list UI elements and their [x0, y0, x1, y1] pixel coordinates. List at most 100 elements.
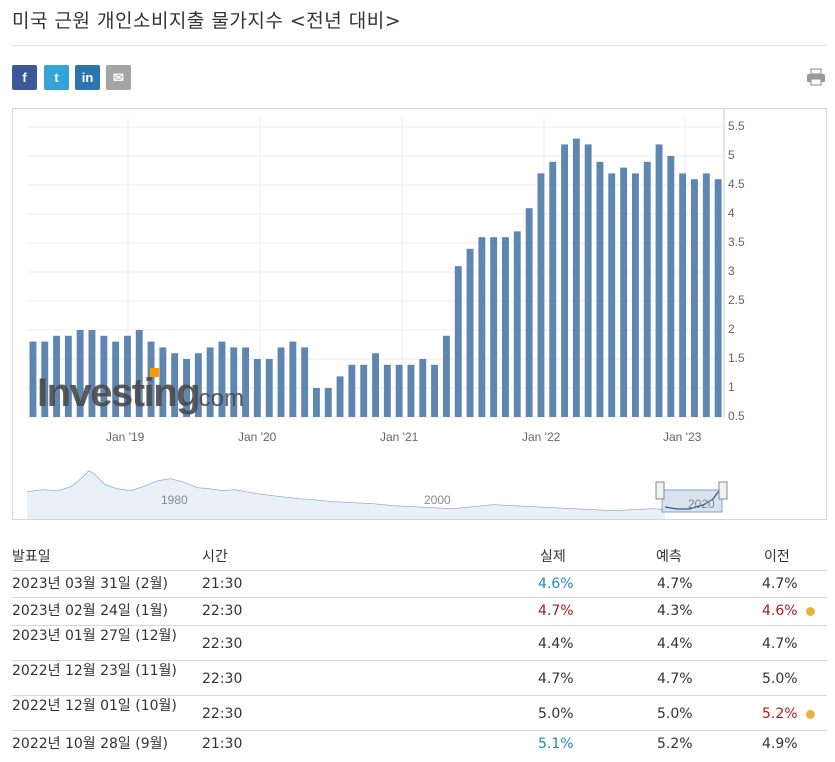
bar[interactable]: [632, 173, 639, 417]
bar[interactable]: [277, 347, 285, 417]
bar[interactable]: [643, 161, 651, 417]
bar[interactable]: [513, 231, 521, 417]
bar[interactable]: [537, 173, 545, 417]
bar[interactable]: [667, 156, 675, 417]
bar[interactable]: [135, 330, 143, 417]
bar[interactable]: [147, 341, 155, 417]
bar[interactable]: [466, 248, 474, 417]
table-row: 2023년 03월 31일 (2월) 21:30 4.6% 4.7% 4.7%: [12, 570, 827, 598]
bar[interactable]: [395, 364, 403, 417]
bar[interactable]: [41, 341, 49, 417]
facebook-share-icon[interactable]: f: [12, 65, 37, 90]
bar[interactable]: [313, 388, 320, 417]
bar[interactable]: [218, 341, 226, 417]
bar[interactable]: [76, 330, 84, 417]
header-actual: 실제: [540, 549, 566, 565]
bar[interactable]: [336, 376, 344, 417]
bar[interactable]: [714, 179, 722, 417]
chart-navigator[interactable]: 1980 2000 2020: [25, 466, 728, 519]
bar[interactable]: [289, 341, 297, 417]
y-tick-label: 5.5: [728, 119, 745, 133]
email-share-icon[interactable]: ✉: [106, 65, 131, 90]
bar[interactable]: [584, 144, 592, 417]
bar[interactable]: [549, 161, 557, 417]
print-icon[interactable]: [806, 68, 826, 86]
bar[interactable]: [124, 335, 131, 417]
bar[interactable]: [478, 237, 486, 417]
bar[interactable]: [620, 167, 628, 417]
cell-previous: 4.7%: [762, 576, 798, 592]
bar[interactable]: [407, 364, 415, 417]
bar[interactable]: [348, 364, 356, 417]
bar[interactable]: [691, 179, 698, 417]
title-divider: [12, 45, 827, 46]
navigator-fill: [27, 471, 665, 519]
y-tick-label: 4: [728, 206, 735, 220]
bar[interactable]: [443, 335, 450, 417]
cell-actual: 4.7%: [538, 671, 574, 687]
bar[interactable]: [502, 237, 509, 417]
cell-date: 2022년 12월 01일 (10월): [12, 698, 177, 714]
cell-date: 2023년 02월 24일 (1월): [12, 603, 168, 619]
navigator-selected-series: [664, 491, 724, 510]
bar[interactable]: [242, 347, 249, 417]
bar[interactable]: [159, 347, 167, 417]
header-time: 시간: [202, 549, 228, 565]
cell-forecast: 5.0%: [657, 706, 693, 722]
revision-dot-icon[interactable]: [806, 710, 815, 719]
bar[interactable]: [454, 266, 462, 417]
bar[interactable]: [53, 335, 60, 417]
bar[interactable]: [324, 388, 332, 417]
bar[interactable]: [171, 353, 179, 417]
chart-bars: [29, 138, 722, 417]
bar[interactable]: [183, 359, 190, 417]
bar[interactable]: [655, 144, 663, 417]
bar[interactable]: [596, 161, 604, 417]
bar[interactable]: [112, 341, 120, 417]
bar[interactable]: [383, 364, 391, 417]
bar[interactable]: [301, 347, 309, 417]
bar[interactable]: [29, 341, 37, 417]
bar[interactable]: [265, 359, 273, 417]
cell-previous: 4.9%: [762, 736, 798, 752]
bar[interactable]: [206, 347, 214, 417]
chart-container: Investing .com 1980 2000 2020 Jan '19 Jan…: [12, 108, 827, 520]
bar[interactable]: [419, 359, 427, 417]
bar[interactable]: [572, 138, 580, 417]
y-tick-label: 5: [728, 148, 735, 162]
bar[interactable]: [702, 173, 710, 417]
y-tick-label: 3.5: [728, 235, 745, 249]
revision-dot-icon[interactable]: [806, 607, 815, 616]
bar[interactable]: [253, 359, 261, 417]
bar[interactable]: [64, 335, 72, 417]
x-tick-label: Jan '22: [522, 430, 561, 444]
bar[interactable]: [372, 353, 379, 417]
bar[interactable]: [679, 173, 687, 417]
bar[interactable]: [100, 335, 108, 417]
navigator-handle-right[interactable]: [718, 481, 728, 500]
bar[interactable]: [360, 364, 368, 417]
bar[interactable]: [525, 208, 533, 417]
cell-forecast: 4.7%: [657, 671, 693, 687]
twitter-share-icon[interactable]: t: [44, 65, 69, 90]
y-tick-label: 0.5: [728, 409, 745, 423]
bar[interactable]: [431, 364, 438, 417]
navigator-handle-left[interactable]: [655, 481, 665, 500]
y-tick-label: 1: [728, 380, 735, 394]
y-tick-label: 4.5: [728, 177, 745, 191]
cell-time: 22:30: [202, 706, 243, 722]
cell-previous: 4.6%: [762, 603, 798, 619]
bar[interactable]: [490, 237, 498, 417]
watermark-suffix: .com: [192, 385, 244, 412]
linkedin-share-icon[interactable]: in: [75, 65, 100, 90]
bar[interactable]: [194, 353, 202, 417]
table-row: 2022년 10월 28일 (9월) 21:30 5.1% 5.2% 4.9%: [12, 730, 827, 761]
bar[interactable]: [608, 173, 616, 417]
cell-previous: 5.2%: [762, 706, 798, 722]
bar[interactable]: [561, 144, 568, 417]
bar[interactable]: [230, 347, 238, 417]
bar[interactable]: [88, 330, 96, 417]
cell-actual: 5.0%: [538, 706, 574, 722]
cell-time: 22:30: [202, 671, 243, 687]
cell-actual: 4.7%: [538, 603, 574, 619]
